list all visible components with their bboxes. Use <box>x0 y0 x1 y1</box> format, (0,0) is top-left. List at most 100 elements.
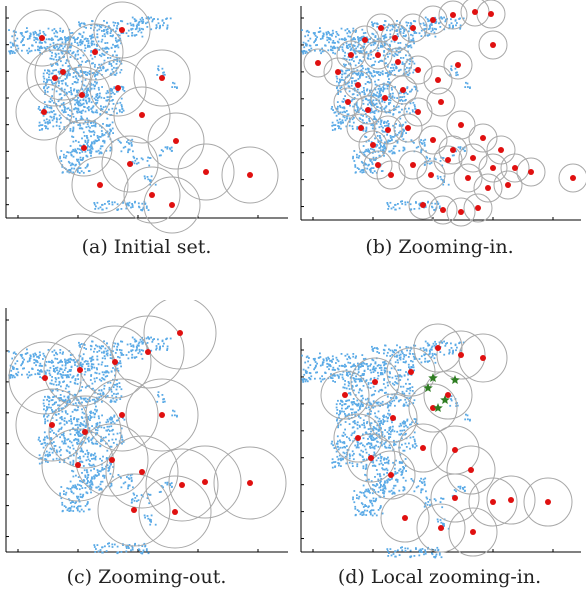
data-point <box>115 388 118 391</box>
data-point <box>98 24 101 27</box>
data-point <box>76 110 78 113</box>
data-point <box>102 65 105 68</box>
data-point <box>367 103 369 106</box>
data-point <box>58 408 60 410</box>
coverage-circle <box>403 55 433 85</box>
data-point <box>170 146 173 149</box>
data-point <box>86 401 88 403</box>
data-point <box>351 401 354 403</box>
data-point <box>354 368 357 371</box>
data-point <box>114 45 116 47</box>
data-point <box>394 86 396 88</box>
data-point <box>361 119 364 121</box>
data-point <box>360 107 363 110</box>
data-point <box>50 54 53 57</box>
coverage-circle <box>113 86 171 144</box>
data-point <box>157 69 160 72</box>
data-point <box>114 37 117 40</box>
data-point <box>407 45 409 47</box>
data-point <box>386 381 389 384</box>
coverage-circle <box>358 130 388 160</box>
data-point <box>117 392 119 395</box>
data-point <box>120 32 123 34</box>
data-point <box>22 367 24 370</box>
data-point <box>440 341 443 343</box>
data-point <box>335 356 338 359</box>
data-point <box>345 69 347 72</box>
data-point <box>94 81 96 83</box>
data-point <box>10 369 13 372</box>
data-point <box>84 71 86 73</box>
data-point <box>454 19 457 22</box>
data-point <box>458 18 460 20</box>
data-point <box>369 58 372 60</box>
data-point <box>358 59 361 62</box>
data-point <box>84 416 87 419</box>
data-point <box>70 93 73 96</box>
data-point <box>405 71 408 73</box>
data-point <box>364 398 367 401</box>
data-point <box>113 201 116 204</box>
data-point <box>125 203 128 206</box>
data-point <box>399 375 402 377</box>
data-point <box>74 364 76 366</box>
data-point <box>405 43 407 46</box>
data-point <box>356 45 359 48</box>
data-point <box>119 398 122 400</box>
data-point <box>118 39 121 42</box>
data-point <box>87 416 89 418</box>
data-point <box>39 457 42 460</box>
data-point <box>314 39 317 41</box>
data-point <box>365 140 368 143</box>
data-point <box>394 208 397 211</box>
data-point <box>82 102 85 105</box>
data-point <box>64 38 67 41</box>
data-point <box>104 375 107 378</box>
data-point <box>68 46 71 48</box>
data-point <box>83 135 86 137</box>
data-point <box>388 99 390 101</box>
data-point <box>414 30 416 33</box>
data-point <box>72 454 75 457</box>
data-point <box>84 141 87 143</box>
data-point <box>62 104 65 107</box>
data-point <box>12 374 15 377</box>
data-point <box>391 152 394 155</box>
data-point <box>86 60 89 62</box>
data-point <box>384 72 387 74</box>
data-point <box>69 446 71 449</box>
data-point <box>368 101 371 104</box>
data-point <box>305 378 308 381</box>
data-point <box>377 390 380 393</box>
data-point <box>431 206 434 209</box>
data-point <box>29 355 32 358</box>
data-point <box>99 470 102 473</box>
coverage-circle <box>138 475 212 549</box>
data-point <box>96 140 99 142</box>
data-point <box>69 440 71 443</box>
data-point <box>428 352 431 355</box>
data-point <box>407 372 409 375</box>
data-point <box>343 72 346 75</box>
data-point <box>97 86 100 89</box>
data-point <box>393 40 396 43</box>
data-point <box>369 378 372 381</box>
data-point <box>378 367 381 369</box>
data-point <box>378 90 381 92</box>
data-point <box>430 348 433 351</box>
data-point <box>345 125 348 128</box>
data-point <box>162 345 164 348</box>
data-point <box>60 45 63 47</box>
data-point <box>150 519 152 521</box>
data-point <box>388 140 391 143</box>
data-point <box>81 411 84 414</box>
data-point <box>306 380 309 383</box>
data-point <box>78 101 80 103</box>
data-point <box>99 206 102 209</box>
data-point <box>33 355 35 357</box>
data-point <box>360 50 362 52</box>
data-point <box>40 364 43 367</box>
data-point <box>76 423 79 426</box>
data-point <box>124 145 127 148</box>
data-point <box>34 49 37 52</box>
